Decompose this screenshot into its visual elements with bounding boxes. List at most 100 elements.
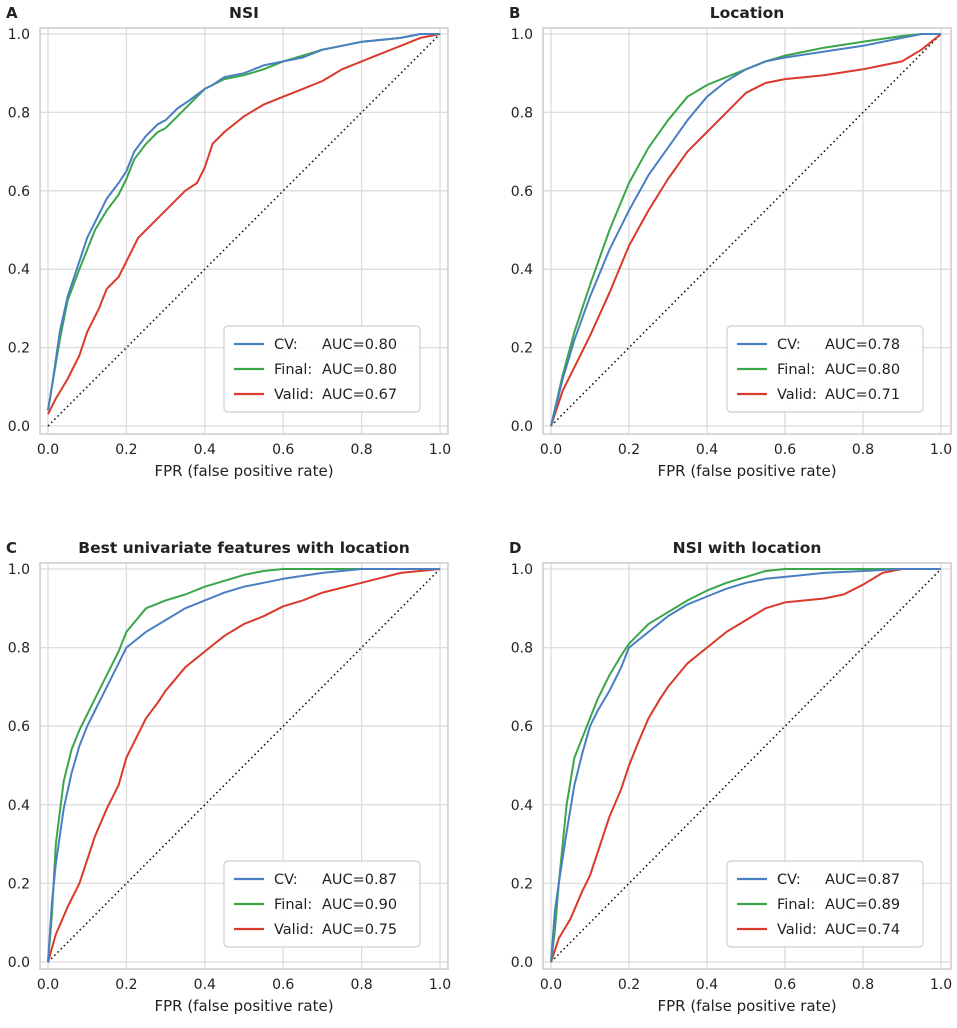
x-tick-label: 0.8 — [350, 442, 372, 458]
x-tick-label: 0.8 — [852, 442, 874, 458]
legend-label-valid: Valid: — [777, 387, 817, 403]
y-tick-label: 1.0 — [8, 562, 30, 578]
y-tick-label: 1.0 — [8, 27, 30, 43]
legend-auc-valid: AUC=0.71 — [825, 387, 900, 403]
legend-auc-final: AUC=0.90 — [322, 897, 397, 913]
x-axis-label: FPR (false positive rate) — [657, 997, 836, 1015]
series-line-final — [47, 568, 440, 963]
panel-letter: D — [509, 539, 521, 557]
y-tick-label: 0.2 — [511, 876, 533, 892]
y-tick-label: 0.4 — [8, 798, 30, 814]
legend-auc-final: AUC=0.80 — [322, 362, 397, 378]
chart-title: NSI with location — [673, 539, 822, 557]
series-line-valid — [550, 568, 941, 963]
legend-box — [223, 325, 421, 413]
x-tick-label: 0.8 — [350, 977, 372, 993]
legend-auc-valid: AUC=0.75 — [322, 922, 397, 938]
legend-label-cv: CV: — [777, 337, 801, 353]
y-tick-label: 1.0 — [511, 562, 533, 578]
y-tick-label: 0.6 — [8, 184, 30, 200]
legend-auc-valid: AUC=0.67 — [322, 387, 397, 403]
legend-auc-cv: AUC=0.80 — [322, 337, 397, 353]
x-tick-label: 0.4 — [696, 442, 718, 458]
legend-label-cv: CV: — [777, 872, 801, 888]
x-axis-label: FPR (false positive rate) — [154, 997, 333, 1015]
y-tick-label: 0.8 — [8, 641, 30, 657]
x-tick-label: 0.4 — [696, 977, 718, 993]
panel-letter: A — [6, 4, 18, 22]
series-line-cv — [550, 33, 941, 427]
legend: CV: AUC=0.87 Final: AUC=0.89 Valid: AUC=0.74 — [726, 860, 924, 948]
legend-label-final: Final: — [777, 897, 815, 913]
series-line-valid — [47, 568, 441, 963]
x-tick-label: 0.6 — [272, 977, 294, 993]
legend: CV: AUC=0.78 Final: AUC=0.80 Valid: AUC=0.71 — [726, 325, 924, 413]
y-tick-label: 0.6 — [511, 719, 533, 735]
legend-label-cv: CV: — [274, 337, 298, 353]
y-tick-label: 0.0 — [511, 955, 533, 971]
y-tick-label: 0.4 — [511, 798, 533, 814]
y-tick-label: 0.2 — [8, 876, 30, 892]
y-tick-label: 0.0 — [511, 419, 533, 435]
legend-label-final: Final: — [777, 362, 815, 378]
x-tick-label: 0.8 — [852, 977, 874, 993]
y-tick-label: 0.8 — [8, 105, 30, 121]
panel-B: 0.0 0.2 0.4 0.6 0.8 1.0 0.0 0.2 0.4 0.6 0.8 1.0 Loca… — [509, 4, 952, 480]
x-tick-label: 1.0 — [930, 442, 952, 458]
series-line-valid — [550, 33, 942, 427]
legend-box — [726, 860, 924, 948]
legend-auc-final: AUC=0.80 — [825, 362, 900, 378]
series-line-cv — [47, 33, 440, 411]
legend-box — [223, 860, 421, 948]
legend-auc-cv: AUC=0.87 — [322, 872, 397, 888]
chart-title: Best univariate features with location — [78, 539, 409, 557]
panel-letter: C — [6, 539, 17, 557]
panel-A: 0.0 0.2 0.4 0.6 0.8 1.0 0.0 0.2 0.4 0.6 0.8 1.0 NSI F… — [6, 4, 451, 480]
y-tick-label: 0.8 — [511, 641, 533, 657]
legend-label-final: Final: — [274, 362, 312, 378]
chart-title: NSI — [229, 4, 259, 22]
x-tick-label: 0.2 — [618, 442, 640, 458]
legend-auc-cv: AUC=0.87 — [825, 872, 900, 888]
x-tick-label: 0.0 — [540, 977, 562, 993]
y-tick-label: 0.2 — [8, 341, 30, 357]
legend: CV: AUC=0.80 Final: AUC=0.80 Valid: AUC=0.67 — [223, 325, 421, 413]
legend-auc-cv: AUC=0.78 — [825, 337, 900, 353]
y-tick-label: 0.8 — [511, 105, 533, 121]
plot-frame — [542, 27, 952, 435]
y-tick-label: 0.4 — [511, 262, 533, 278]
chart-title: Location — [710, 4, 785, 22]
legend-auc-valid: AUC=0.74 — [825, 922, 900, 938]
x-tick-label: 0.2 — [618, 977, 640, 993]
plot-frame — [39, 562, 449, 970]
legend-label-valid: Valid: — [274, 387, 314, 403]
x-tick-label: 0.4 — [194, 442, 216, 458]
x-tick-label: 1.0 — [930, 977, 952, 993]
panel-letter: B — [509, 4, 520, 22]
plot-frame — [39, 27, 449, 435]
x-tick-label: 0.6 — [774, 442, 796, 458]
plot-frame — [542, 562, 952, 970]
x-tick-label: 0.0 — [540, 442, 562, 458]
legend-box — [726, 325, 924, 413]
x-tick-label: 0.0 — [37, 977, 59, 993]
series-line-final — [550, 568, 941, 963]
legend-auc-final: AUC=0.89 — [825, 897, 900, 913]
x-tick-label: 1.0 — [429, 977, 451, 993]
y-tick-label: 0.2 — [511, 341, 533, 357]
x-axis-label: FPR (false positive rate) — [154, 462, 333, 480]
panel-D: 0.0 0.2 0.4 0.6 0.8 1.0 0.0 0.2 0.4 0.6 0.8 1.0 NSI … — [509, 539, 952, 1015]
y-tick-label: 0.0 — [8, 419, 30, 435]
y-tick-label: 0.4 — [8, 262, 30, 278]
series-line-cv — [47, 568, 440, 963]
y-tick-label: 0.6 — [511, 184, 533, 200]
x-tick-label: 0.2 — [115, 977, 137, 993]
x-axis-label: FPR (false positive rate) — [657, 462, 836, 480]
series-line-final — [550, 33, 941, 427]
x-tick-label: 0.4 — [194, 977, 216, 993]
legend-label-valid: Valid: — [777, 922, 817, 938]
y-tick-label: 0.6 — [8, 719, 30, 735]
legend: CV: AUC=0.87 Final: AUC=0.90 Valid: AUC=0.75 — [223, 860, 421, 948]
y-tick-label: 0.0 — [8, 955, 30, 971]
